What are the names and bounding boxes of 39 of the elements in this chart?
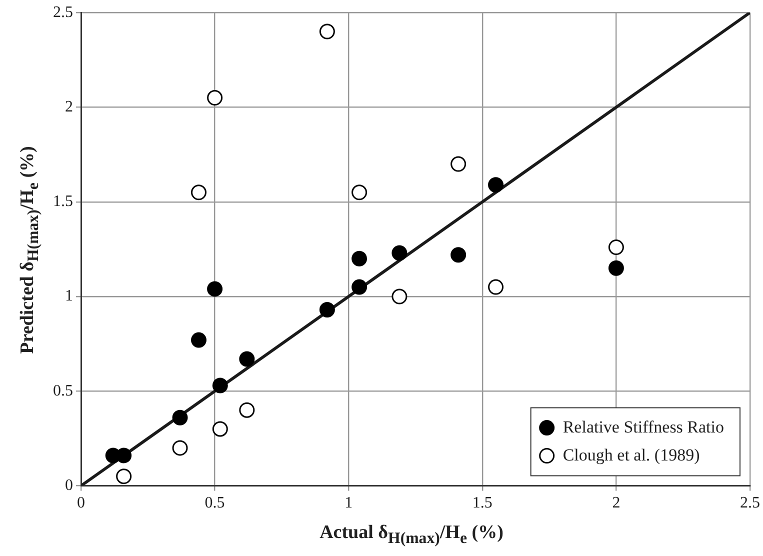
point [239,351,255,367]
point [352,184,368,200]
point [352,250,368,266]
y-tick-label: 2 [65,98,73,116]
point [172,440,188,456]
y-tick-label: 2.5 [53,4,73,21]
point [207,90,223,106]
point [450,156,466,172]
x-tick-label: 0 [77,494,85,512]
y-tick-label: 0 [65,477,73,494]
point [212,421,228,437]
point [212,378,228,394]
point [319,24,335,40]
legend-label: Relative Stiffness Ratio [562,417,724,436]
point [608,260,624,276]
point [172,410,188,426]
x-tick-label: 1.5 [472,494,492,512]
x-tick-label: 2.5 [740,494,760,512]
point [488,279,504,295]
y-tick-label: 0.5 [53,382,73,400]
point [488,177,504,193]
x-tick-label: 0.5 [204,494,225,512]
point [207,281,223,297]
x-tick-label: 1 [344,494,353,512]
point [319,302,335,318]
x-tick-label: 2 [612,494,620,512]
y-tick-label: 1.5 [53,193,73,210]
point [190,184,206,200]
point [239,402,255,418]
y-tick-label: 1 [65,288,73,305]
point [392,288,408,304]
point [190,332,206,348]
legend-label: Clough et al. (1989) [562,445,700,464]
point [392,245,408,261]
point [608,240,624,256]
point [352,279,368,295]
point [450,247,466,263]
x-axis-title: Actual δ$_{H(max)}$/H$_{e}$ (%) [318,522,504,548]
point [116,468,132,484]
